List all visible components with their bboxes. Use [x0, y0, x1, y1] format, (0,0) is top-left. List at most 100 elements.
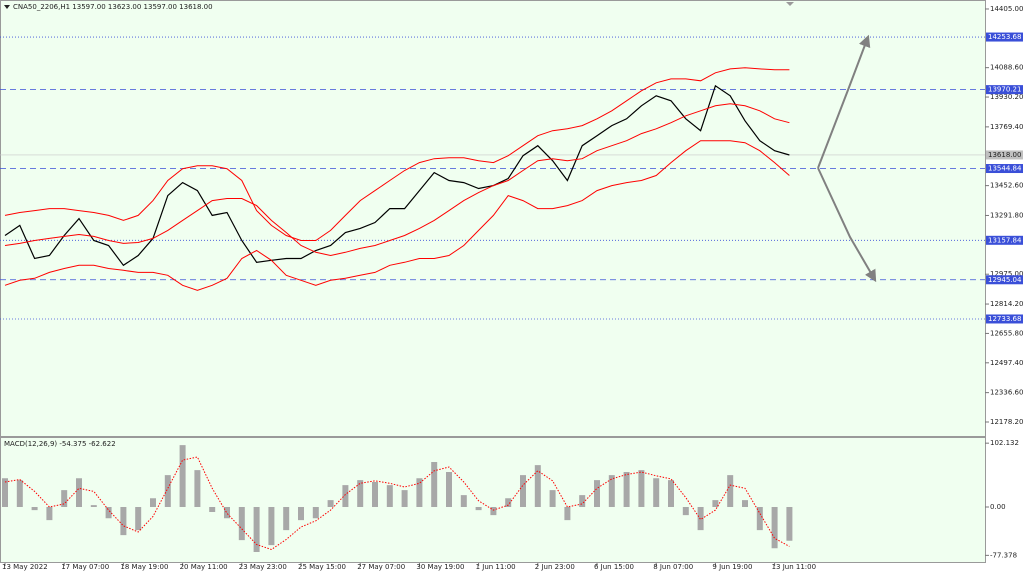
macd-bar: [224, 507, 230, 519]
macd-bar: [298, 507, 304, 521]
macd-bar: [682, 507, 689, 516]
macd-bar: [105, 507, 112, 519]
macd-bar: [372, 482, 378, 507]
level-label-box: [986, 164, 1023, 174]
macd-bar: [712, 500, 719, 507]
macd-bar: [727, 475, 734, 507]
x-tick-label: 20 May 11:00: [180, 563, 228, 571]
macd-panel: [0, 437, 986, 563]
level-label-box: [986, 85, 1023, 95]
macd-bar: [2, 478, 8, 507]
macd-bar: [268, 507, 275, 546]
level-label-box: [986, 314, 1023, 324]
y-tick-label: 12814.20: [990, 300, 1023, 308]
levels: [0, 36, 985, 320]
macd-bar: [623, 472, 630, 507]
macd-bar: [16, 480, 23, 507]
price-line: [4, 84, 790, 267]
macd-bar: [594, 480, 600, 507]
current-price-box: [986, 150, 1023, 160]
macd-bar: [771, 507, 778, 549]
level-label-box: [986, 275, 1023, 285]
y-tick-label: 102.132: [990, 439, 1019, 447]
macd-bar: [283, 507, 290, 531]
scenario-arrows: [786, 2, 877, 283]
macd-bar: [638, 470, 645, 507]
y-tick-label: 14088.60: [990, 64, 1023, 72]
macd-bar: [475, 507, 482, 511]
macd-bar: [756, 507, 763, 531]
macd-bar: [460, 495, 467, 507]
macd-bar: [446, 472, 452, 507]
x-tick-label: 2 Jun 23:00: [535, 563, 575, 571]
x-tick-label: 9 Jun 19:00: [712, 563, 752, 571]
y-tick-label: 12497.40: [990, 359, 1023, 367]
macd-bar: [386, 485, 393, 507]
level-label-box: [986, 32, 1023, 42]
level-label-box: [986, 235, 1023, 245]
macd-bar: [520, 475, 526, 507]
macd-bar: [534, 465, 541, 507]
macd-bar: [46, 507, 53, 521]
header-triangle: [4, 5, 10, 9]
y-tick-label: 12975.00: [990, 270, 1023, 278]
current-price-label: 13618.00: [988, 151, 1021, 159]
macd-header: MACD(12,26,9) -54.375 -62.622: [4, 440, 116, 448]
level-label: 13157.84: [988, 236, 1022, 244]
y-tick-label: 13291.80: [990, 211, 1023, 219]
macd-bar: [416, 478, 423, 507]
macd-bar: [786, 507, 793, 541]
macd-bar: [653, 478, 660, 507]
macd-bar: [31, 507, 38, 511]
macd-bar: [90, 505, 97, 507]
signal-line: [4, 456, 790, 551]
down-arrow: [817, 167, 877, 283]
level-label: 13970.21: [988, 86, 1021, 94]
y-tick-label: 13769.40: [990, 123, 1023, 131]
y-tick-label: 13930.20: [990, 93, 1023, 101]
macd-bar: [549, 490, 556, 507]
macd-bar: [564, 507, 571, 521]
y-tick-label: 13452.60: [990, 182, 1023, 190]
x-tick-label: 6 Jun 15:00: [594, 563, 634, 571]
macd-bar: [164, 475, 171, 507]
macd-bar: [150, 498, 156, 507]
price-panel: [0, 0, 986, 437]
macd-bar: [135, 507, 142, 531]
level-label: 14253.68: [988, 33, 1021, 41]
shift-marker: [786, 2, 794, 6]
x-tick-label: 8 Jun 07:00: [653, 563, 693, 571]
axes: 14405.00 14088.60 13930.20 13769.40 13452.60…: [2, 5, 1023, 571]
macd-bar: [194, 470, 201, 507]
x-tick-label: 25 May 15:00: [298, 563, 346, 571]
x-tick-label: 17 May 07:00: [61, 563, 109, 571]
x-tick-label: 27 May 07:00: [357, 563, 405, 571]
macd-bar: [697, 507, 704, 531]
macd-bar: [401, 490, 408, 507]
y-tick-label: 14405.00: [990, 5, 1023, 13]
macd-bar: [490, 507, 497, 516]
macd-bar: [179, 445, 186, 507]
macd-bar: [579, 495, 586, 507]
level-label: 13544.84: [988, 165, 1022, 173]
level-label: 12945.04: [988, 276, 1022, 284]
y-tick-label: 12655.80: [990, 329, 1023, 337]
up-arrow: [817, 34, 871, 169]
macd-bar: [312, 507, 319, 519]
macd-bar: [209, 507, 216, 512]
series: [2, 67, 793, 552]
x-tick-label: 18 May 19:00: [120, 563, 168, 571]
y-tick-label: -77.378: [990, 551, 1017, 559]
macd-bar: [608, 475, 615, 507]
macd-bar: [357, 480, 364, 507]
band-line: [4, 140, 790, 291]
macd-bar: [505, 498, 512, 507]
level-label: 12733.68: [988, 315, 1021, 323]
x-tick-label: 1 Jun 11:00: [476, 563, 516, 571]
x-tick-label: 13 Jun 11:00: [772, 563, 816, 571]
macd-bar: [253, 507, 260, 552]
macd-bar: [742, 500, 748, 507]
x-tick-label: 13 May 2022: [2, 563, 48, 571]
macd-bar: [238, 507, 245, 541]
